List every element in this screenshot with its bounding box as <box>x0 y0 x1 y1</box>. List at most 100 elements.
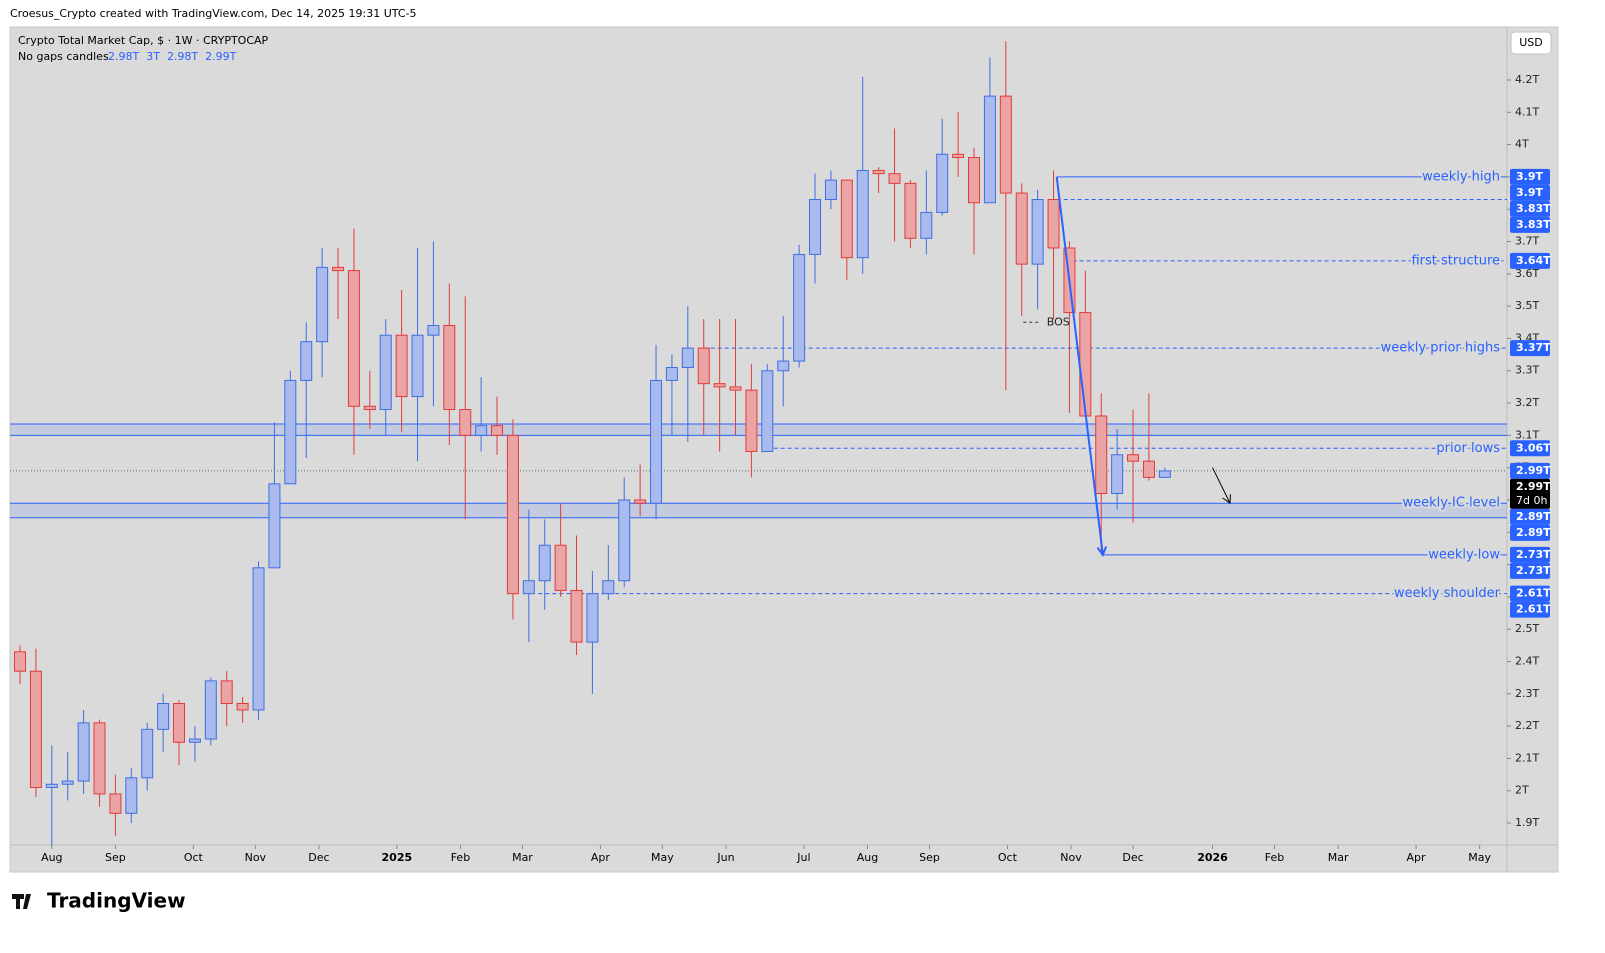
price-badge-label: 2.99T <box>1516 464 1551 477</box>
price-badge <box>1510 200 1550 217</box>
x-tick-label: Oct <box>998 851 1018 864</box>
price-badge-label: 2.89T <box>1516 510 1551 523</box>
x-tick-label: Dec <box>308 851 329 864</box>
candle-body <box>697 347 710 385</box>
price-badge-label: 2.73T <box>1516 548 1551 561</box>
logo-icon <box>12 894 31 909</box>
price-badge <box>1510 216 1550 233</box>
y-tick-label: 3.3T <box>1515 364 1539 377</box>
candle-body <box>1047 199 1060 249</box>
candle-body <box>522 580 535 595</box>
candle-body <box>968 157 981 204</box>
x-tick-label: May <box>651 851 674 864</box>
candle-body <box>29 670 42 788</box>
logo: TradingView <box>47 889 186 913</box>
candle-body <box>840 179 853 259</box>
bos-label: BOS <box>1047 315 1070 328</box>
x-tick-label: Aug <box>857 851 878 864</box>
candle-body <box>809 199 822 255</box>
price-badge <box>1510 440 1550 457</box>
candle-body <box>602 580 615 595</box>
level-label: weekly low <box>1428 547 1500 562</box>
candle-body <box>777 360 790 372</box>
candle-body <box>411 334 424 398</box>
last-price-label: 2.99T <box>1516 480 1551 493</box>
candle-body <box>713 383 726 388</box>
currency[interactable]: USD <box>1519 36 1543 49</box>
x-tick-label: Jun <box>716 851 734 864</box>
candle-body <box>395 334 408 398</box>
price-badge-label: 3.83T <box>1516 218 1551 231</box>
candle-body <box>1127 454 1140 462</box>
price-badge-label: 2.61T <box>1516 587 1551 600</box>
arrow <box>1212 467 1231 505</box>
x-tick-label: Nov <box>1060 851 1082 864</box>
candle-body <box>952 153 965 159</box>
candle-body <box>188 738 201 743</box>
y-tick-label: 2T <box>1515 784 1529 797</box>
candle-body <box>284 379 297 485</box>
y-tick-label: 2.4T <box>1515 654 1539 667</box>
price-badge-label: 2.61T <box>1516 603 1551 616</box>
candle-body <box>491 425 504 436</box>
candle-body <box>443 325 456 411</box>
zone-label: weekly IC level <box>1402 496 1500 511</box>
y-tick-label: 2.1T <box>1515 751 1539 764</box>
price-badge <box>1510 508 1550 525</box>
candle-body <box>427 325 440 336</box>
candle-body <box>920 211 933 239</box>
candle-body <box>141 728 154 779</box>
currency-button[interactable] <box>1510 31 1552 55</box>
candle-body <box>173 702 186 743</box>
price-badge <box>1510 340 1550 357</box>
candle-body <box>824 179 837 201</box>
x-tick-label: Mar <box>512 851 533 864</box>
price-badge-label: 3.37T <box>1516 341 1551 354</box>
countdown: 7d 0h <box>1516 494 1547 507</box>
price-badge <box>1510 168 1550 185</box>
candle-body <box>1031 199 1044 265</box>
price-badge <box>1510 462 1550 479</box>
legend-value: 2.99T <box>205 50 236 63</box>
candle-body <box>109 793 122 814</box>
y-tick-label: 3.1T <box>1515 428 1539 441</box>
y-tick-label: 3.5T <box>1515 299 1539 312</box>
x-tick-label: Aug <box>41 851 62 864</box>
candle-body <box>332 266 345 272</box>
price-badge-label: 2.89T <box>1516 526 1551 539</box>
candle-body <box>268 483 281 569</box>
candle-body <box>204 680 217 740</box>
candle-body <box>538 544 551 582</box>
candle-body <box>14 651 27 672</box>
candle-body <box>45 783 58 788</box>
candle-body <box>77 722 90 782</box>
level-label: weekly high <box>1422 169 1500 184</box>
candle-body <box>681 347 694 369</box>
candle-body <box>618 499 631 582</box>
candle-body <box>506 434 519 595</box>
candle-body <box>61 780 74 785</box>
candle-body <box>1015 192 1028 265</box>
candle-body <box>745 389 758 453</box>
y-tick-label: 2.2T <box>1515 719 1539 732</box>
candle-body <box>1095 415 1108 495</box>
candle-body <box>125 777 138 814</box>
zone <box>10 503 1507 518</box>
x-tick-label: Nov <box>245 851 267 864</box>
legend-value: 2.98T <box>108 50 139 63</box>
x-tick-label: May <box>1468 851 1491 864</box>
price-badge-label: 2.73T <box>1516 564 1551 577</box>
x-tick-label: Feb <box>451 851 470 864</box>
candle-body <box>554 544 567 591</box>
candle-body <box>475 425 488 436</box>
legend-value: 2.98T <box>167 50 198 63</box>
x-tick-label: Sep <box>105 851 126 864</box>
y-tick-label: 3.2T <box>1515 396 1539 409</box>
x-tick-label: Feb <box>1265 851 1284 864</box>
candle-body <box>1111 454 1124 495</box>
chart-title: Crypto Total Market Cap, $ · 1W · CRYPTO… <box>18 34 269 47</box>
candle-body <box>761 370 774 453</box>
y-tick-label: 4.2T <box>1515 73 1539 86</box>
price-badge <box>1510 601 1550 618</box>
